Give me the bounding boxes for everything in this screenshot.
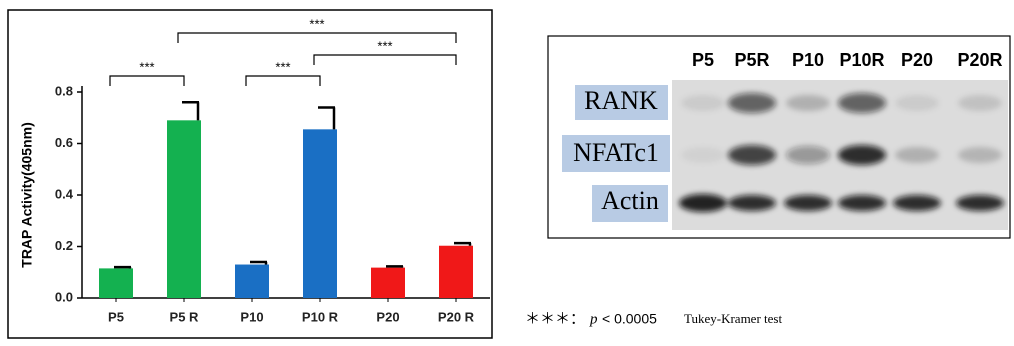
blot-column-label: P20R xyxy=(957,50,1002,70)
x-tick-label: P5 xyxy=(108,309,124,324)
significance-bracket xyxy=(178,33,456,43)
bar xyxy=(167,120,201,298)
bar xyxy=(371,268,405,298)
significance-label: *** xyxy=(139,59,154,74)
y-tick-label: 0.8 xyxy=(55,83,73,98)
figure: TRAP Activity(405nm) ＊＊＊： p xyxy=(0,0,1014,341)
y-tick-label: 0.2 xyxy=(55,238,73,253)
x-tick-label: P20 xyxy=(376,309,399,324)
footnote-stars: ＊＊＊： xyxy=(525,311,585,327)
blot-column-label: P5 xyxy=(692,50,714,70)
footnote-test: Tukey-Kramer test xyxy=(684,311,782,326)
footnote-threshold: < 0.0005 xyxy=(602,311,657,327)
significance-bracket xyxy=(314,55,456,65)
blot-row-label: RANK xyxy=(584,86,658,115)
bar xyxy=(439,246,473,298)
blot-column-label: P20 xyxy=(901,50,933,70)
x-tick-label: P20 R xyxy=(438,309,475,324)
blot-row-label: Actin xyxy=(601,186,659,215)
significance-label: *** xyxy=(309,16,324,31)
blot-row-label: NFATc1 xyxy=(573,138,659,167)
x-tick-label: P5 R xyxy=(170,309,200,324)
y-tick-label: 0.6 xyxy=(55,135,73,150)
footnote-p: p xyxy=(589,311,598,327)
bar xyxy=(99,268,133,298)
significance-label: *** xyxy=(275,59,290,74)
x-tick-label: P10 xyxy=(240,309,263,324)
x-tick-label: P10 R xyxy=(302,309,339,324)
blot-column-label: P10R xyxy=(839,50,884,70)
bar xyxy=(235,265,269,298)
bar xyxy=(303,129,337,298)
significance-label: *** xyxy=(377,38,392,53)
y-tick-label: 0.4 xyxy=(55,186,74,201)
y-tick-label: 0.0 xyxy=(55,289,73,304)
blot-column-label: P10 xyxy=(792,50,824,70)
significance-bracket xyxy=(246,76,320,86)
blot-column-label: P5R xyxy=(734,50,769,70)
y-axis-label: TRAP Activity(405nm) xyxy=(19,122,35,267)
significance-bracket xyxy=(110,76,184,86)
